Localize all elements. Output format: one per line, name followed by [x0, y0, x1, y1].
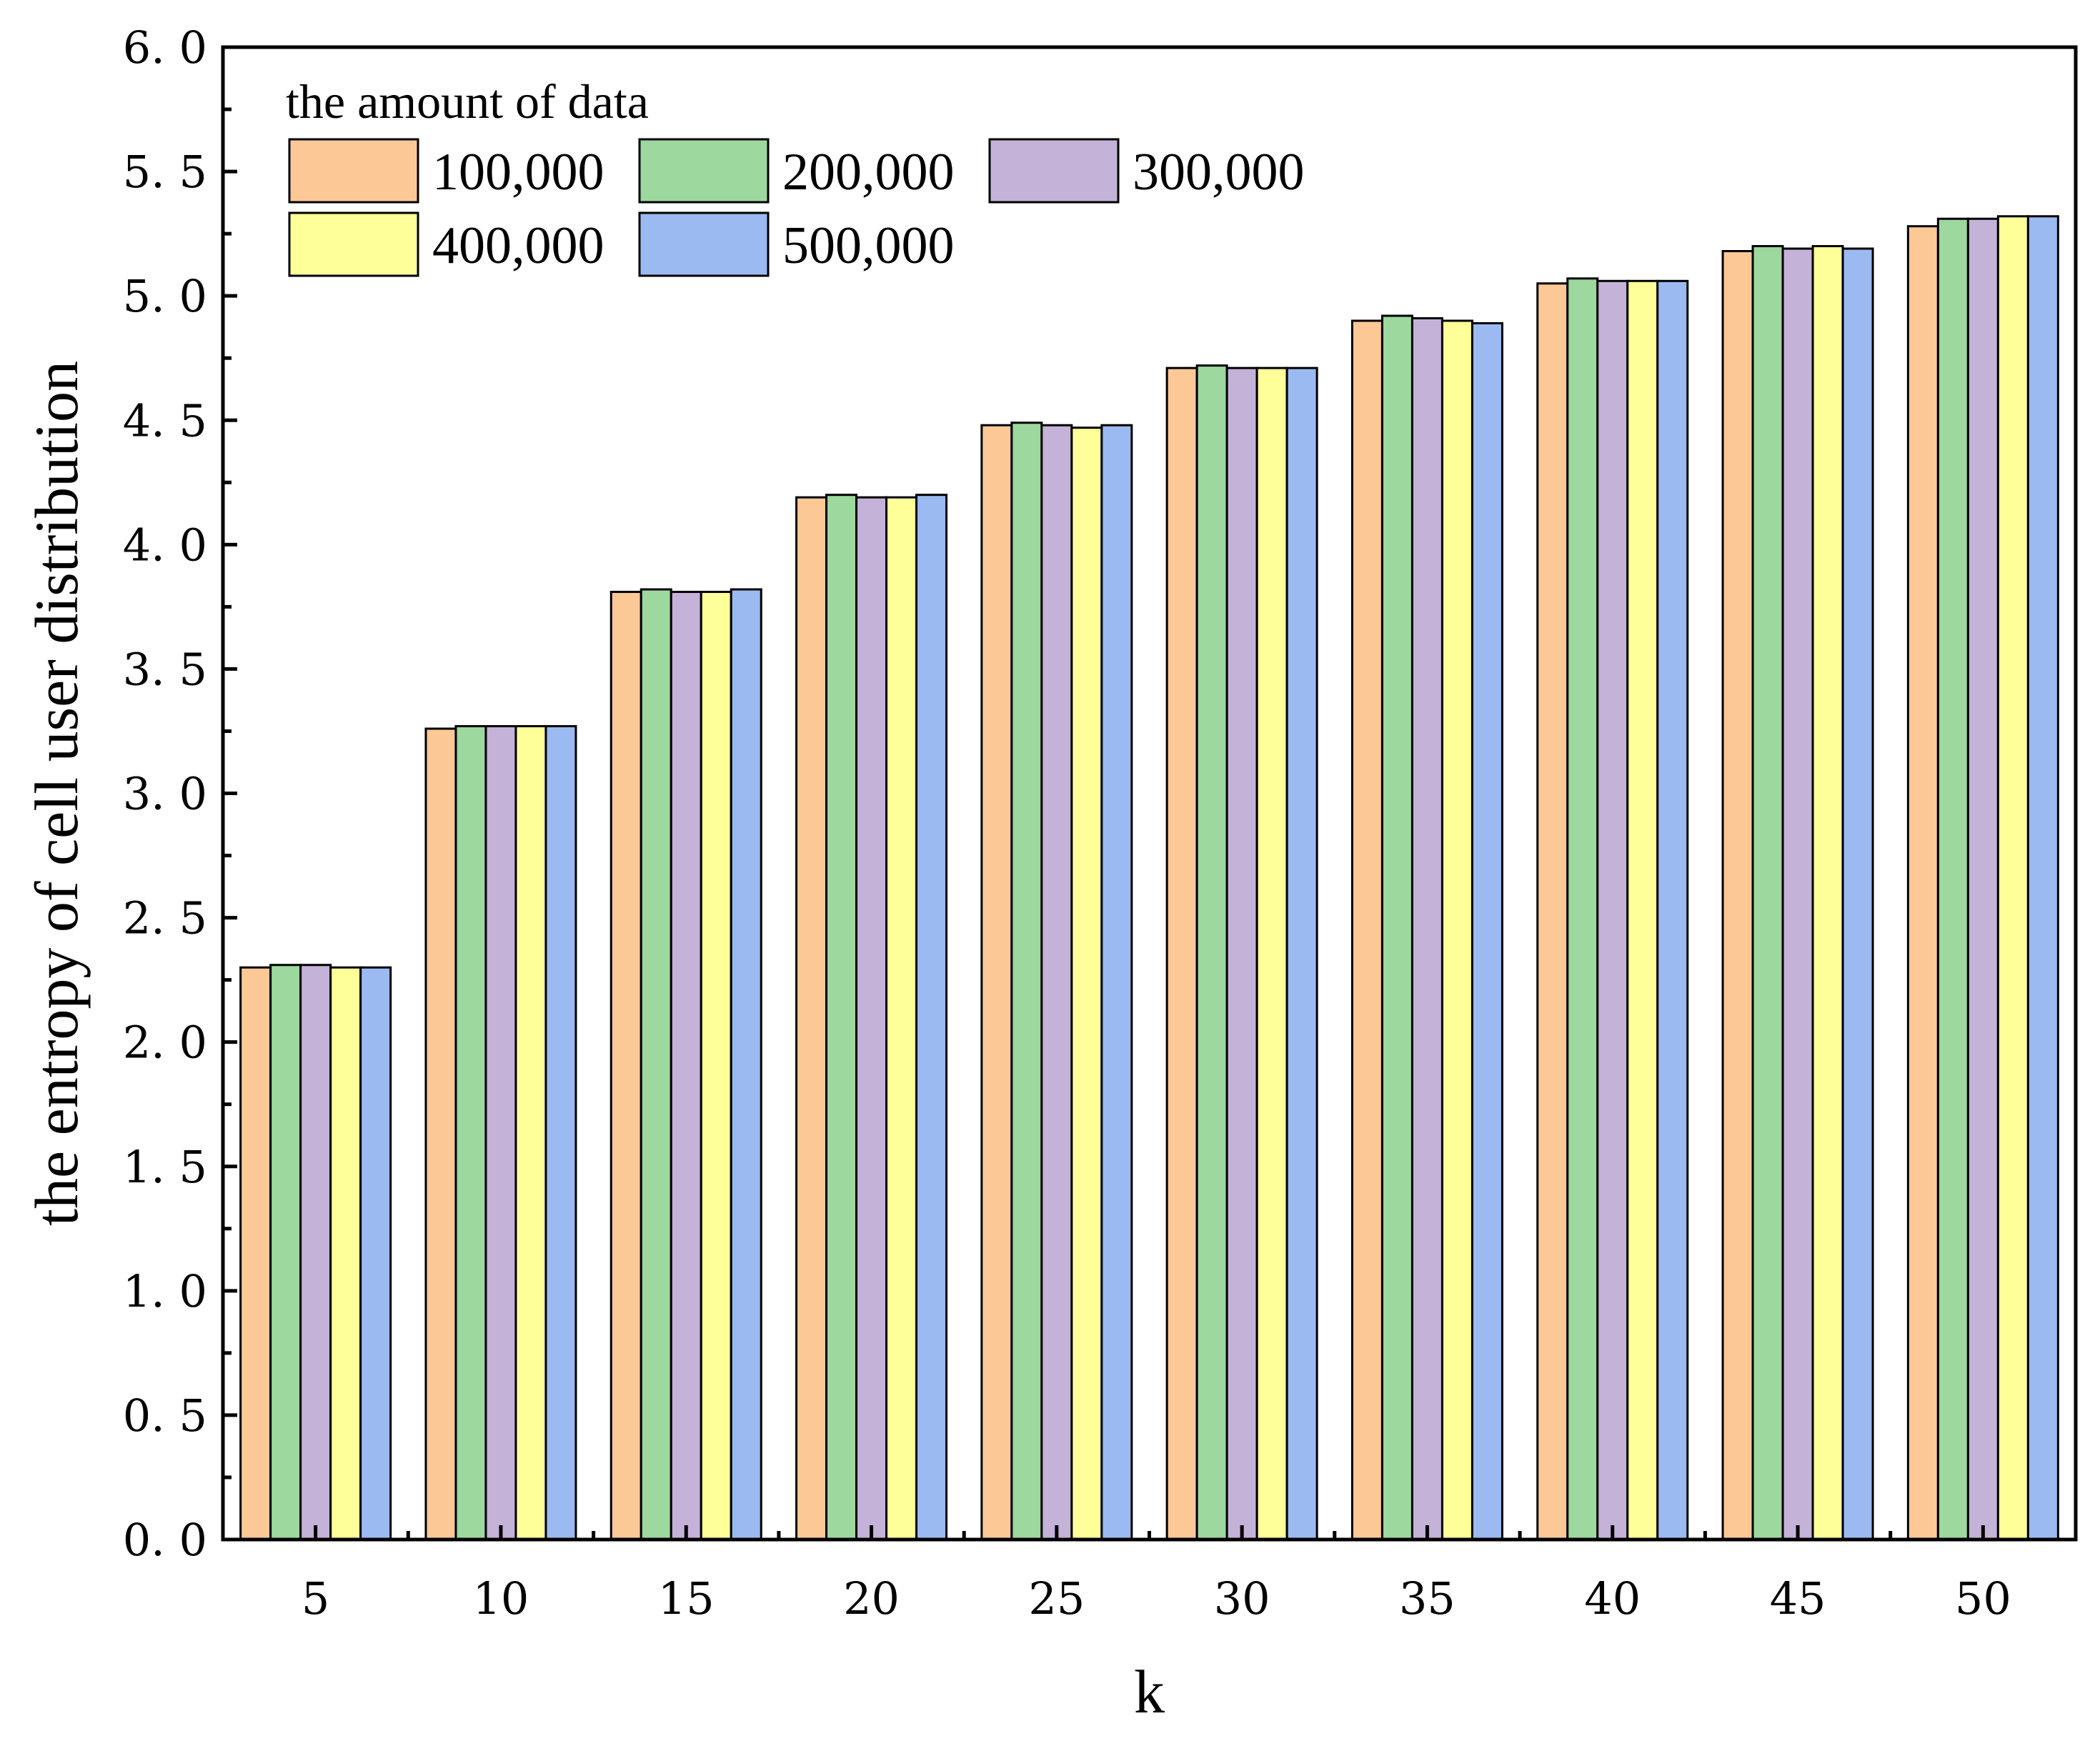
x-tick-label: 10 [472, 1572, 529, 1625]
bar-300000-k35 [1410, 317, 1443, 1541]
bar-400000-k30 [1255, 366, 1288, 1541]
bar-300000-k5 [299, 964, 332, 1541]
bar-200000-k50 [1936, 217, 1969, 1541]
y-axis-title: the entropy of cell user distribution [22, 361, 91, 1226]
bar-200000-k5 [269, 964, 302, 1541]
y-tick-label: 2. 5 [123, 892, 207, 944]
legend-label-200000: 200,000 [782, 143, 955, 201]
legend-swatch-200000 [638, 138, 770, 204]
bar-500000-k50 [2026, 215, 2059, 1541]
y-tick-label: 4. 0 [123, 519, 207, 571]
bar-500000-k5 [359, 966, 392, 1541]
x-tick-label: 20 [843, 1572, 900, 1625]
bar-200000-k15 [640, 588, 672, 1541]
x-tick-label: 35 [1399, 1572, 1455, 1625]
legend-swatch-300000 [988, 138, 1120, 204]
bar-500000-k40 [1656, 279, 1689, 1541]
y-tick-label: 6. 0 [123, 21, 207, 74]
legend-label-500000: 500,000 [782, 216, 955, 275]
y-tick-label: 0. 0 [123, 1514, 207, 1566]
bar-100000-k10 [424, 727, 457, 1541]
x-tick-label: 5 [302, 1572, 329, 1625]
bar-400000-k5 [329, 966, 362, 1541]
legend-label-400000: 400,000 [432, 216, 604, 275]
bar-400000-k35 [1440, 319, 1473, 1541]
bars [239, 215, 2059, 1541]
y-tick-label: 4. 5 [123, 394, 207, 447]
x-tick-label: 50 [1955, 1572, 2011, 1625]
bar-300000-k45 [1781, 247, 1814, 1541]
bar-100000-k35 [1350, 319, 1383, 1541]
bar-100000-k20 [795, 496, 828, 1541]
bar-400000-k45 [1811, 245, 1844, 1541]
bar-300000-k40 [1596, 279, 1629, 1541]
bar-500000-k45 [1841, 247, 1874, 1541]
legend-label-100000: 100,000 [432, 143, 604, 201]
bar-400000-k25 [1070, 426, 1103, 1541]
bar-400000-k15 [700, 590, 732, 1541]
legend-title: the amount of data [286, 74, 649, 129]
bar-300000-k15 [670, 590, 702, 1541]
y-tick-label: 2. 0 [123, 1017, 207, 1069]
bar-400000-k10 [514, 724, 547, 1541]
plot-area-frame [221, 45, 2078, 1542]
bar-500000-k15 [730, 588, 762, 1541]
bar-300000-k25 [1040, 424, 1073, 1541]
legend-swatch-400000 [288, 211, 419, 277]
bar-200000-k45 [1751, 245, 1784, 1541]
y-tick-label: 1. 5 [123, 1141, 207, 1193]
x-tick-label: 25 [1028, 1572, 1085, 1625]
x-tick-label: 45 [1770, 1572, 1826, 1625]
bar-100000-k15 [609, 590, 642, 1541]
bar-100000-k40 [1536, 282, 1569, 1541]
bar-400000-k40 [1626, 279, 1659, 1541]
x-tick-label: 30 [1214, 1572, 1270, 1625]
bar-100000-k5 [239, 966, 272, 1541]
bar-200000-k35 [1380, 314, 1413, 1541]
x-axis-ticks: 5 10 15 20 25 30 35 40 45 50 [302, 1525, 2011, 1625]
x-tick-label: 15 [658, 1572, 715, 1625]
bar-200000-k30 [1195, 364, 1228, 1541]
y-tick-label: 0. 5 [123, 1390, 207, 1442]
bar-200000-k10 [454, 724, 487, 1541]
bar-400000-k20 [885, 496, 918, 1541]
y-tick-label: 1. 0 [123, 1265, 207, 1317]
y-tick-label: 5. 5 [123, 146, 207, 198]
bar-200000-k40 [1566, 277, 1599, 1541]
bar-100000-k50 [1906, 225, 1939, 1541]
legend: the amount of data 100,000 200,000 300,000… [286, 74, 1305, 277]
bar-100000-k30 [1165, 366, 1198, 1541]
bar-200000-k25 [1010, 421, 1043, 1541]
bar-300000-k10 [484, 724, 517, 1541]
legend-swatch-500000 [638, 211, 770, 277]
y-tick-label: 3. 0 [123, 768, 207, 820]
bar-200000-k20 [825, 494, 858, 1541]
bar-300000-k30 [1225, 366, 1258, 1541]
y-tick-label: 3. 5 [123, 643, 207, 695]
bar-500000-k25 [1100, 424, 1133, 1541]
bar-500000-k20 [915, 494, 948, 1541]
bar-400000-k50 [1996, 215, 2029, 1541]
bar-500000-k35 [1471, 321, 1503, 1541]
bar-300000-k50 [1966, 217, 1999, 1541]
x-tick-label: 40 [1584, 1572, 1641, 1625]
x-axis-title: k [1134, 1657, 1165, 1726]
bar-100000-k45 [1721, 249, 1754, 1541]
y-tick-label: 5. 0 [123, 270, 207, 322]
legend-swatch-100000 [288, 138, 419, 204]
bar-500000-k30 [1285, 366, 1318, 1541]
legend-label-300000: 300,000 [1133, 143, 1305, 201]
bar-300000-k20 [855, 496, 888, 1541]
bar-100000-k25 [980, 424, 1013, 1541]
bar-500000-k10 [544, 724, 577, 1541]
